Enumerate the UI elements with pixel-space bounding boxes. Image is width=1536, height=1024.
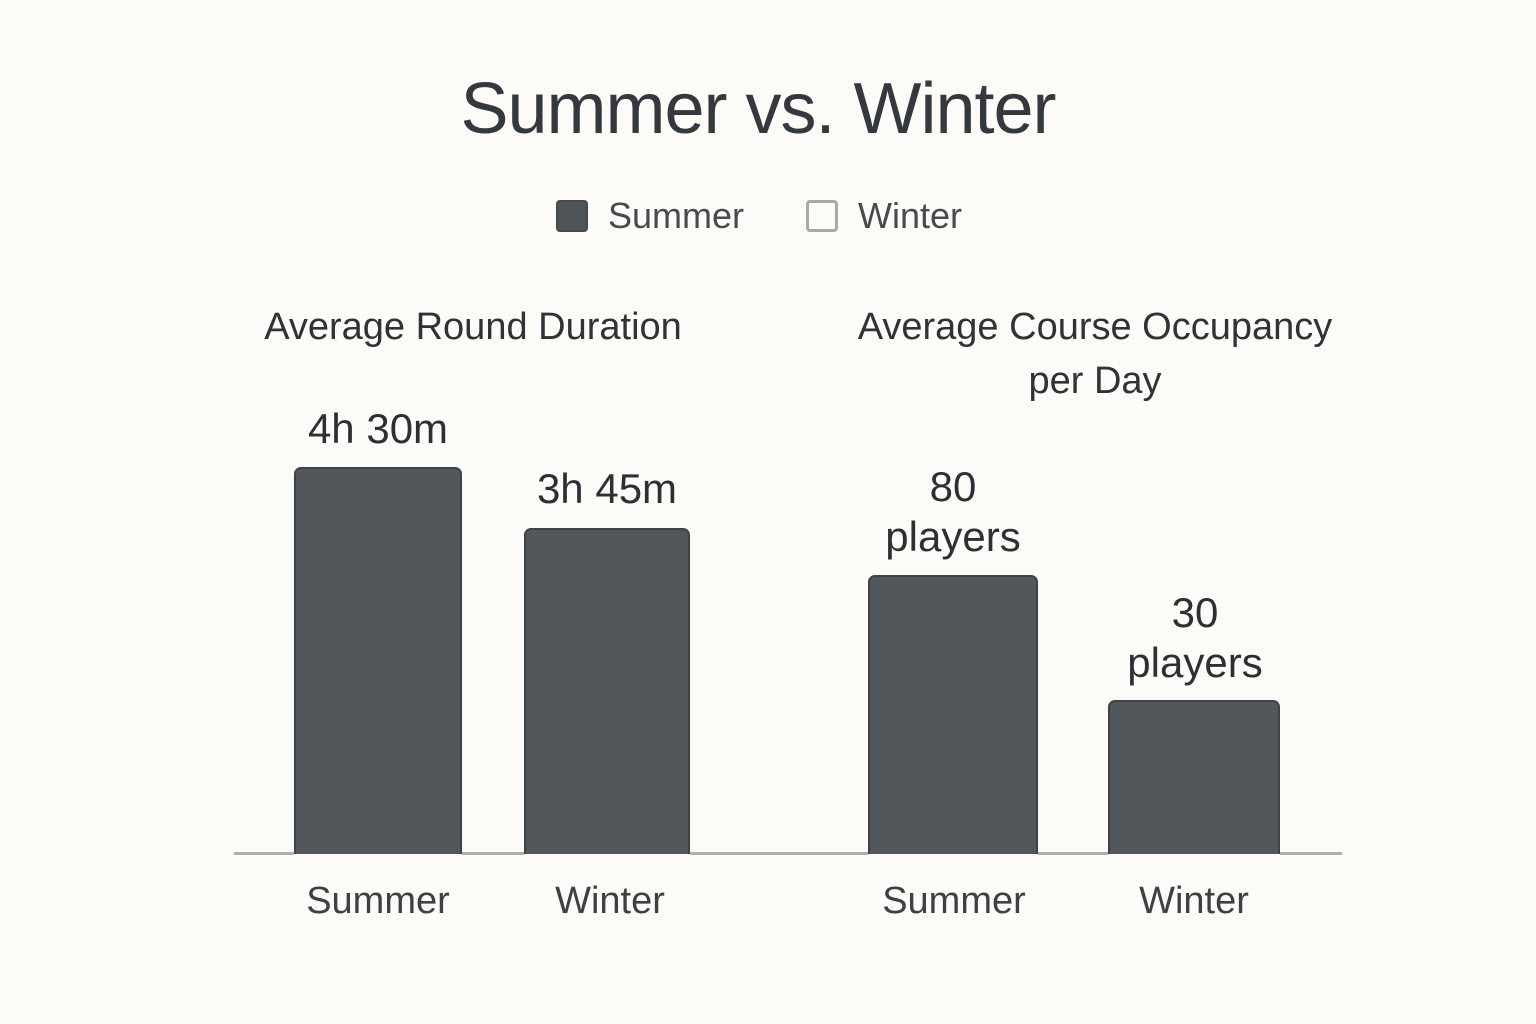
value-label-duration-winter: 3h 45m (536, 465, 678, 512)
category-label-occupancy-summer: Summer (882, 880, 1026, 922)
bar-duration-summer (294, 467, 462, 854)
legend-label-winter: Winter (858, 195, 963, 236)
value-number: 80 (929, 463, 977, 510)
axis-baseline (1038, 852, 1108, 855)
axis-baseline (462, 852, 524, 855)
panel-title-occupancy-line2: per Day (1028, 360, 1162, 402)
value-label-duration-summer: 4h 30m (307, 405, 449, 452)
bar-duration-winter (524, 528, 690, 854)
panel-title-occupancy-line1: Average Course Occupancy (857, 306, 1333, 348)
legend-label-summer: Summer (607, 195, 744, 236)
category-label-duration-winter: Winter (555, 880, 665, 922)
chart-title: Summer vs. Winter (460, 69, 1056, 149)
category-label-duration-summer: Summer (306, 880, 450, 922)
axis-baseline (1280, 852, 1342, 855)
winter-swatch-icon (806, 200, 838, 232)
bar-occupancy-summer (868, 575, 1038, 854)
panel-title-round-duration: Average Round Duration (264, 306, 682, 348)
value-number: 30 (1171, 589, 1219, 636)
axis-baseline (234, 852, 294, 855)
bar-occupancy-winter (1108, 700, 1280, 854)
value-unit: players (885, 513, 1021, 560)
legend-item-summer: Summer (555, 195, 744, 237)
category-label-occupancy-winter: Winter (1139, 880, 1249, 922)
value-unit: players (1127, 639, 1263, 686)
summer-swatch-icon (555, 200, 588, 232)
value-label-occupancy-summer: 80 players (838, 462, 1068, 562)
panel-title-occupancy: Average Course Occupancy per Day (800, 300, 1390, 408)
axis-baseline (690, 852, 868, 855)
value-label-occupancy-winter: 30 players (1080, 588, 1310, 688)
legend-item-winter: Winter (806, 195, 962, 237)
legend: Summer Winter (0, 195, 1518, 237)
